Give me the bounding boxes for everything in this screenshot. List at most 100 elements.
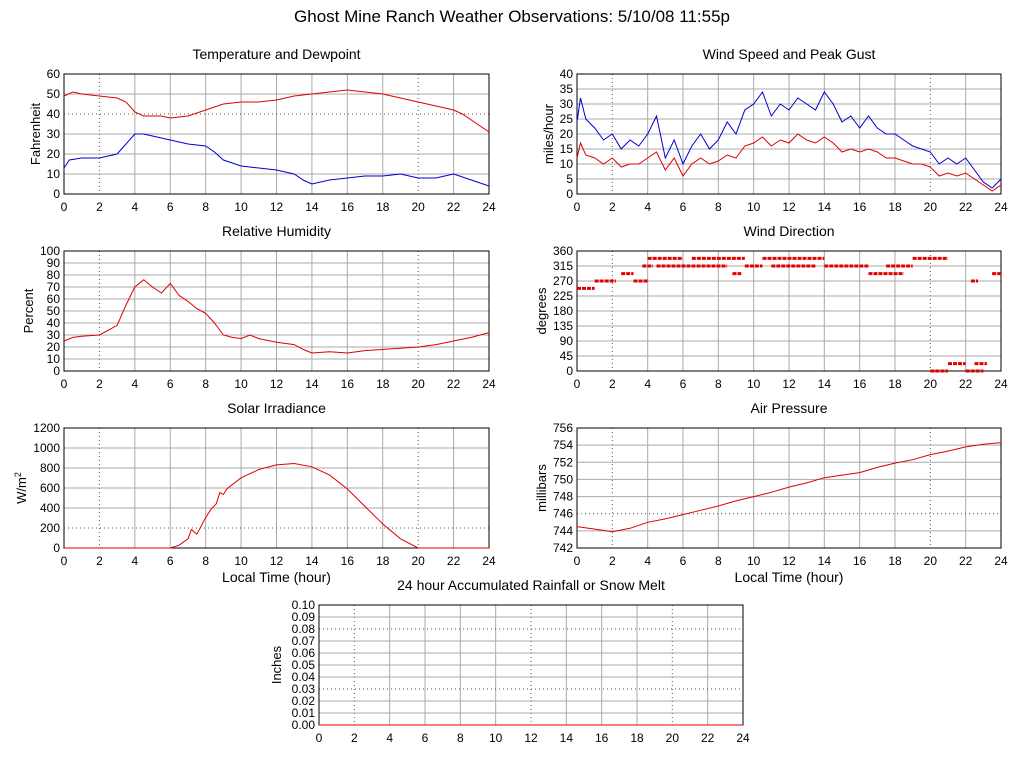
humidity-xtick-label: 16 <box>341 377 355 391</box>
temp-ytick-label: 30 <box>47 127 61 141</box>
direction-ytick-label: 270 <box>553 274 573 288</box>
rain-xtick-label: 16 <box>595 731 609 745</box>
pressure-xtick-label: 2 <box>609 554 616 568</box>
wind-frame <box>576 73 1002 195</box>
direction-ytick-label: 360 <box>553 244 573 258</box>
humidity-xtick-label: 14 <box>305 377 319 391</box>
solar-xtick-label: 4 <box>131 554 138 568</box>
solar-ytick-label: 1000 <box>33 441 60 455</box>
rain-ytick-label: 0.01 <box>292 706 316 720</box>
temp-ytick-label: 60 <box>47 67 61 81</box>
solar-xtick-label: 18 <box>376 554 390 568</box>
rain-xtick-label: 20 <box>666 731 680 745</box>
wind-ytick-label: 25 <box>560 112 574 126</box>
solar-ytick-label: 200 <box>40 521 60 535</box>
wind-xtick-label: 0 <box>574 200 581 214</box>
humidity-ytick-label: 80 <box>47 268 61 282</box>
direction-title: Wind Direction <box>743 223 834 239</box>
solar-ylabel: W/m2 <box>13 472 29 504</box>
pressure-title: Air Pressure <box>750 400 827 416</box>
humidity-xtick-label: 10 <box>234 377 248 391</box>
solar-series-line-0 <box>64 462 489 549</box>
solar-xtick-label: 16 <box>341 554 355 568</box>
humidity-xtick-label: 18 <box>376 377 390 391</box>
pressure-xtick-label: 4 <box>644 554 651 568</box>
rain-ytick-label: 0.07 <box>292 634 316 648</box>
wind-xtick-label: 10 <box>747 200 761 214</box>
rain-xtick-label: 6 <box>422 731 429 745</box>
humidity-xtick-label: 20 <box>411 377 425 391</box>
solar-frame <box>63 427 490 549</box>
humidity-ytick-label: 50 <box>47 304 61 318</box>
pressure-ytick-label: 742 <box>553 541 573 555</box>
humidity-xtick-label: 4 <box>131 377 138 391</box>
rain-xtick-label: 22 <box>701 731 715 745</box>
temp-xtick-label: 20 <box>411 200 425 214</box>
humidity-xtick-label: 22 <box>447 377 461 391</box>
wind-ytick-label: 0 <box>566 187 573 201</box>
temp-xtick-label: 16 <box>341 200 355 214</box>
solar-ytick-label: 1200 <box>33 421 60 435</box>
humidity-ytick-label: 40 <box>47 316 61 330</box>
pressure-xtick-label: 22 <box>959 554 973 568</box>
direction-xtick-label: 24 <box>994 377 1008 391</box>
pressure-xtick-label: 12 <box>782 554 796 568</box>
pressure-xtick-label: 20 <box>924 554 938 568</box>
pressure-ylabel: millibars <box>534 464 549 512</box>
pressure-ytick-label: 752 <box>553 455 573 469</box>
humidity-xtick-label: 12 <box>270 377 284 391</box>
rain-ytick-label: 0.05 <box>292 658 316 672</box>
temp-ytick-label: 40 <box>47 107 61 121</box>
wind-ytick-label: 30 <box>560 97 574 111</box>
direction-xtick-label: 0 <box>574 377 581 391</box>
solar-xtick-label: 20 <box>411 554 425 568</box>
temp-xtick-label: 18 <box>376 200 390 214</box>
wind-series-line-0 <box>576 90 1002 189</box>
rain-ytick-label: 0.08 <box>292 622 316 636</box>
wind-xtick-label: 6 <box>680 200 687 214</box>
temp-xtick-label: 22 <box>447 200 461 214</box>
rain-ytick-label: 0.04 <box>292 670 316 684</box>
temp-series-line-1 <box>63 133 490 187</box>
rain-xtick-label: 0 <box>316 731 323 745</box>
rain-ylabel: Inches <box>269 645 284 684</box>
wind-ytick-label: 40 <box>560 67 574 81</box>
wind-xtick-label: 16 <box>853 200 867 214</box>
solar-xtick-label: 22 <box>447 554 461 568</box>
solar-title: Solar Irradiance <box>227 400 326 416</box>
temp-ylabel: Fahrenheit <box>28 103 43 166</box>
solar-xtick-label: 12 <box>270 554 284 568</box>
direction-xtick-label: 6 <box>680 377 687 391</box>
temp-xtick-label: 6 <box>167 200 174 214</box>
solar-xtick-label: 0 <box>61 554 68 568</box>
humidity-xtick-label: 2 <box>96 377 103 391</box>
temp-frame <box>63 73 490 195</box>
pressure-frame <box>576 427 1002 549</box>
humidity-ytick-label: 20 <box>47 340 61 354</box>
pressure-ytick-label: 754 <box>553 438 573 452</box>
wind-xtick-label: 22 <box>959 200 973 214</box>
solar-ytick-label: 400 <box>40 501 60 515</box>
wind-xtick-label: 8 <box>715 200 722 214</box>
direction-xtick-label: 8 <box>715 377 722 391</box>
solar-xtick-label: 6 <box>167 554 174 568</box>
rain-xtick-label: 8 <box>457 731 464 745</box>
solar-ytick-label: 0 <box>53 541 60 555</box>
direction-ytick-label: 135 <box>553 319 573 333</box>
wind-xtick-label: 20 <box>924 200 938 214</box>
rain-ytick-label: 0.10 <box>292 598 316 612</box>
humidity-ytick-label: 100 <box>40 244 60 258</box>
direction-xtick-label: 20 <box>924 377 938 391</box>
direction-ytick-label: 180 <box>553 304 573 318</box>
solar-ytick-label: 800 <box>40 461 60 475</box>
rain-ytick-label: 0.06 <box>292 646 316 660</box>
temp-xtick-label: 12 <box>270 200 284 214</box>
rain-title: 24 hour Accumulated Rainfall or Snow Mel… <box>397 577 665 593</box>
wind-ytick-label: 20 <box>560 127 574 141</box>
solar-ylabel-superscript: 2 <box>13 472 23 477</box>
direction-xtick-label: 2 <box>609 377 616 391</box>
solar-xtick-label: 24 <box>482 554 496 568</box>
